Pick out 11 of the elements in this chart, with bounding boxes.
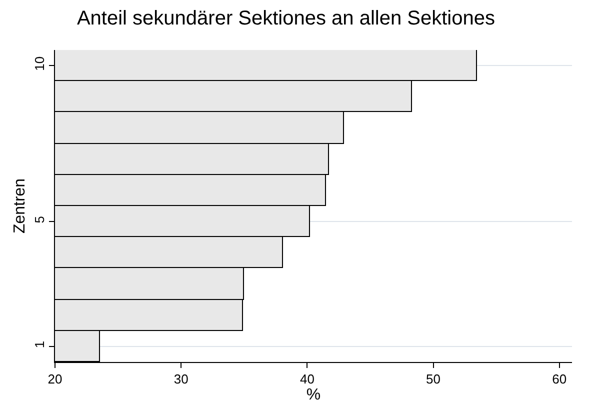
x-axis-title: % (306, 386, 321, 404)
x-tick-label: 30 (174, 372, 188, 387)
chart-title: Anteil sekundärer Sektiones an allen Sektiones (76, 7, 496, 30)
y-tick-label: 10 (32, 56, 47, 71)
y-tick-label: 1 (32, 340, 47, 348)
x-tick-label: 20 (48, 372, 62, 387)
x-tick-label: 40 (300, 372, 314, 387)
x-tick-label: 50 (426, 372, 441, 387)
y-tick-label: 5 (32, 216, 47, 224)
y-axis-title: Zentren (12, 178, 29, 234)
x-tick-label: 60 (552, 372, 567, 387)
